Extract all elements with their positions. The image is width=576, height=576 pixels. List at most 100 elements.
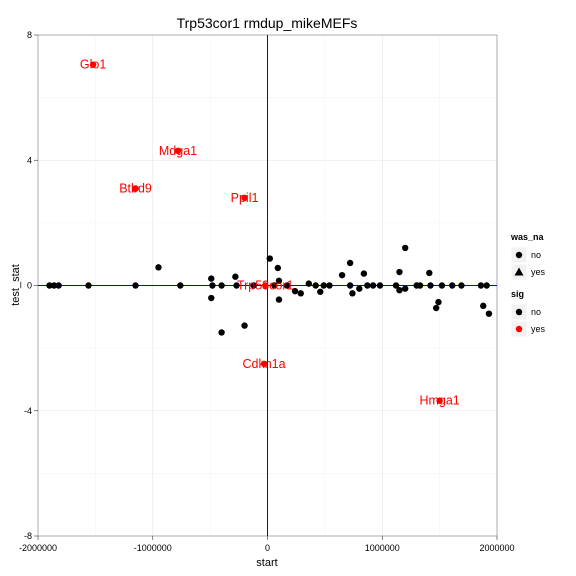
- data-point: [283, 282, 291, 289]
- data-point: [435, 298, 442, 306]
- data-point: [320, 282, 327, 289]
- data-point: [438, 282, 446, 289]
- y-tick-label: -4: [24, 406, 32, 416]
- y-axis-label: test_stat: [10, 264, 22, 306]
- legend-color-symbol: [515, 325, 523, 333]
- data-point: [346, 259, 354, 267]
- data-point: [305, 280, 313, 287]
- data-point: [416, 282, 424, 289]
- data-point: [317, 288, 324, 295]
- data-point: [326, 282, 333, 289]
- data-point: [426, 269, 433, 277]
- data-point: [449, 282, 456, 289]
- x-tick-label: 0: [265, 543, 270, 553]
- data-point: [392, 282, 400, 289]
- y-tick-label: 0: [27, 281, 32, 291]
- data-point: [275, 296, 283, 303]
- sig-point: [260, 360, 268, 367]
- chart-title: Trp53cor1 rmdup_mikeMEFs: [177, 15, 358, 31]
- data-points: [46, 61, 493, 404]
- sig-point: [241, 194, 248, 202]
- data-point: [485, 310, 493, 317]
- data-point: [218, 329, 225, 336]
- data-point: [274, 264, 282, 272]
- data-point: [402, 244, 409, 252]
- x-tick-label: -2000000: [19, 543, 57, 553]
- legend-title: was_na: [510, 232, 545, 242]
- x-axis-label: start: [256, 557, 277, 569]
- data-point: [241, 322, 248, 329]
- data-point: [396, 286, 403, 294]
- x-tick-label: 2000000: [479, 543, 514, 553]
- legend-label: no: [531, 307, 541, 317]
- data-point: [360, 270, 368, 277]
- data-point: [232, 273, 239, 280]
- data-point: [209, 282, 216, 289]
- data-point: [427, 282, 434, 289]
- x-tick-label: 1000000: [365, 543, 400, 553]
- data-point: [338, 271, 346, 279]
- legend-text-symbol: a: [516, 324, 521, 334]
- point-label: Hmga1: [419, 394, 459, 408]
- data-point: [346, 282, 354, 289]
- legend-color-symbol: [515, 308, 523, 316]
- y-tick-label: -8: [24, 531, 32, 541]
- point-label: Trp53cor1: [237, 279, 294, 293]
- data-point: [349, 290, 356, 297]
- data-point: [55, 282, 62, 289]
- data-point: [291, 287, 299, 295]
- data-point: [364, 282, 371, 289]
- legend-label: yes: [531, 267, 546, 277]
- data-point: [85, 282, 92, 289]
- point-label: Mdga1: [159, 144, 197, 158]
- data-point: [477, 282, 485, 289]
- legend-circle-symbol: [515, 251, 523, 259]
- data-point: [432, 304, 440, 312]
- data-point: [396, 268, 403, 276]
- data-point: [46, 282, 53, 289]
- y-tick-label: 8: [27, 30, 32, 40]
- data-point: [369, 282, 377, 289]
- sig-point: [174, 147, 182, 155]
- point-label: Btbd9: [119, 181, 152, 195]
- data-point: [483, 282, 490, 289]
- data-point: [132, 282, 139, 289]
- legend-text-symbol: a: [516, 307, 521, 317]
- legend-label: yes: [531, 324, 546, 334]
- data-point: [356, 285, 363, 292]
- sig-point: [262, 282, 269, 289]
- x-axis: -2000000 -1000000 0 1000000 2000000: [19, 536, 515, 553]
- x-tick-label: -1000000: [134, 543, 172, 553]
- sig-point: [436, 397, 443, 404]
- y-axis: -8 -4 0 4 8: [24, 30, 38, 541]
- point-label: Ppil1: [231, 191, 259, 205]
- point-label: Glo1: [80, 58, 106, 72]
- data-point: [250, 282, 257, 289]
- point-labels: Glo1 Mdga1 Btbd9 Ppil1 Trp53cor1 Cdkn1a Hmga1: [80, 58, 460, 408]
- sig-point: [132, 185, 139, 192]
- data-point: [233, 282, 240, 289]
- data-point: [480, 302, 487, 310]
- data-point: [208, 294, 215, 302]
- data-point: [218, 282, 225, 289]
- y-tick-label: 4: [27, 155, 32, 165]
- data-point: [266, 255, 273, 262]
- legend-triangle-symbol: [514, 267, 524, 276]
- data-point: [208, 275, 215, 282]
- data-point: [275, 277, 283, 285]
- data-point: [297, 290, 304, 297]
- data-point: [177, 282, 184, 289]
- data-point: [402, 285, 409, 292]
- data-point: [50, 282, 58, 289]
- legend-title: sig: [511, 289, 524, 299]
- data-point: [376, 282, 384, 289]
- data-point: [155, 264, 162, 271]
- data-point: [458, 282, 465, 289]
- point-label: Cdkn1a: [243, 357, 286, 371]
- sig-point: [89, 61, 97, 68]
- data-point: [271, 282, 278, 289]
- data-point: [312, 282, 319, 289]
- legend-label: no: [531, 250, 541, 260]
